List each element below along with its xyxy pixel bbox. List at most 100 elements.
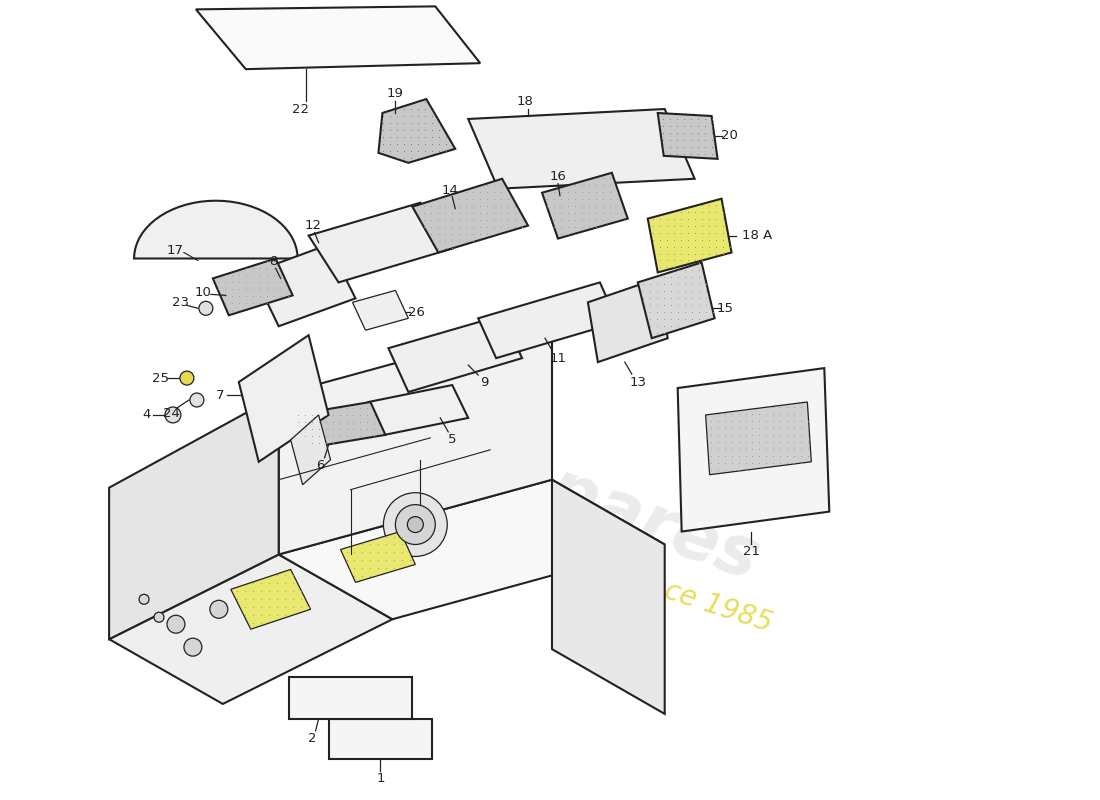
Text: 19: 19 xyxy=(387,86,404,99)
Text: 26: 26 xyxy=(408,306,425,319)
Point xyxy=(514,214,531,226)
Point xyxy=(499,214,517,226)
Point xyxy=(443,192,461,205)
Point xyxy=(729,442,747,455)
Point xyxy=(750,450,768,462)
Point xyxy=(587,220,605,233)
Point xyxy=(700,240,717,253)
Point xyxy=(268,593,286,606)
Point xyxy=(252,593,270,606)
Text: 17: 17 xyxy=(166,244,184,257)
Point xyxy=(658,219,675,232)
Point xyxy=(388,130,406,143)
Point xyxy=(317,422,334,435)
Point xyxy=(662,306,680,318)
Point xyxy=(716,442,734,455)
Point xyxy=(458,192,475,205)
Point xyxy=(396,130,414,143)
Polygon shape xyxy=(293,402,385,448)
Point xyxy=(388,117,406,130)
Point xyxy=(437,234,454,247)
Point xyxy=(703,113,720,126)
Point xyxy=(276,601,294,614)
Point xyxy=(723,456,740,469)
Point xyxy=(566,178,584,191)
Point xyxy=(365,430,383,442)
Point xyxy=(409,151,427,164)
Point xyxy=(714,240,732,253)
Point xyxy=(302,437,320,450)
Point xyxy=(690,264,707,277)
Point xyxy=(785,422,803,434)
Point xyxy=(669,285,686,298)
Point xyxy=(429,234,447,247)
Point xyxy=(362,562,380,575)
Point xyxy=(682,134,700,146)
Point xyxy=(723,442,740,455)
Point xyxy=(265,269,283,282)
Point xyxy=(764,407,782,420)
Point xyxy=(793,435,811,448)
Point xyxy=(689,119,706,132)
Point xyxy=(236,585,254,598)
Point xyxy=(265,290,283,302)
Point xyxy=(661,126,679,139)
Point xyxy=(771,435,789,448)
Point xyxy=(758,456,776,469)
Point xyxy=(499,199,517,212)
Point xyxy=(702,435,719,448)
Point xyxy=(651,240,669,253)
Point xyxy=(265,283,283,296)
Point xyxy=(601,178,618,191)
Point xyxy=(265,255,283,268)
Point xyxy=(284,593,301,606)
Point xyxy=(573,214,591,226)
Point xyxy=(664,254,682,267)
Point xyxy=(696,313,714,326)
Point xyxy=(714,206,732,218)
Circle shape xyxy=(180,371,194,385)
Point xyxy=(244,601,262,614)
Point xyxy=(785,435,803,448)
Point xyxy=(693,219,711,232)
Point xyxy=(707,240,725,253)
Point xyxy=(661,113,679,126)
Point xyxy=(641,278,659,291)
Point xyxy=(236,276,254,289)
Point xyxy=(758,429,776,442)
Point xyxy=(716,435,734,448)
Point xyxy=(779,429,796,442)
Point xyxy=(700,233,717,246)
Point xyxy=(758,422,776,434)
Point xyxy=(396,145,414,158)
Point xyxy=(251,269,268,282)
Point xyxy=(648,271,666,284)
Point xyxy=(244,577,262,590)
Point xyxy=(615,214,632,226)
Point xyxy=(662,292,680,305)
Point xyxy=(236,609,254,622)
Point xyxy=(323,430,341,442)
Point xyxy=(430,145,448,158)
Point xyxy=(546,199,563,212)
Polygon shape xyxy=(109,554,393,704)
Circle shape xyxy=(190,393,204,407)
Point xyxy=(416,220,433,233)
Point xyxy=(685,219,703,232)
Point xyxy=(251,297,268,310)
Point xyxy=(506,206,524,219)
Point xyxy=(771,450,789,462)
Polygon shape xyxy=(658,113,717,159)
Point xyxy=(464,186,482,198)
Point xyxy=(464,214,482,226)
Point xyxy=(696,292,714,305)
Point xyxy=(800,429,817,442)
Point xyxy=(323,409,341,422)
Point xyxy=(331,430,349,442)
Point xyxy=(209,276,227,289)
Point xyxy=(664,233,682,246)
Point xyxy=(552,199,570,212)
Point xyxy=(654,271,672,284)
Point xyxy=(382,145,399,158)
Point xyxy=(758,435,776,448)
